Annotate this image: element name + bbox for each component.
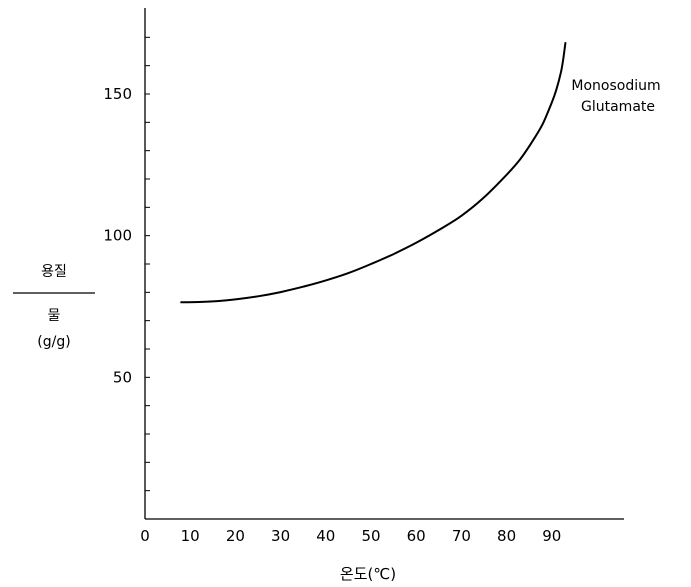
x-tick-label: 30 [271, 527, 290, 545]
x-axis-tick-labels: 0 10 20 30 40 50 60 70 80 90 [140, 527, 561, 545]
y-tick-label: 150 [103, 85, 132, 103]
x-tick-label: 90 [542, 527, 561, 545]
y-axis-label-numerator: 용질 [41, 264, 67, 280]
y-axis-label-unit: (g/g) [37, 334, 70, 350]
series-label-line-1: Monosodium [571, 78, 660, 94]
x-tick-label: 60 [407, 527, 426, 545]
y-tick-label: 50 [113, 368, 132, 386]
x-tick-label: 80 [497, 527, 516, 545]
series-label: Monosodium Glutamate [571, 78, 660, 115]
x-tick-label: 0 [140, 527, 150, 545]
y-axis-tick-labels: 50 100 150 [103, 85, 132, 386]
y-axis-label-denominator: 물 [48, 308, 61, 324]
x-axis-label: 온도(℃) [340, 565, 396, 583]
x-tick-label: 40 [316, 527, 335, 545]
x-tick-label: 10 [181, 527, 200, 545]
x-tick-label: 50 [361, 527, 380, 545]
y-axis-ticks [145, 36, 150, 492]
y-axis-label: 용질 물 (g/g) [13, 264, 95, 350]
y-tick-label: 100 [103, 227, 132, 245]
series-label-line-2: Glutamate [581, 99, 655, 115]
x-tick-label: 20 [226, 527, 245, 545]
series-line-monosodium-glutamate [180, 42, 567, 304]
x-tick-label: 70 [452, 527, 471, 545]
